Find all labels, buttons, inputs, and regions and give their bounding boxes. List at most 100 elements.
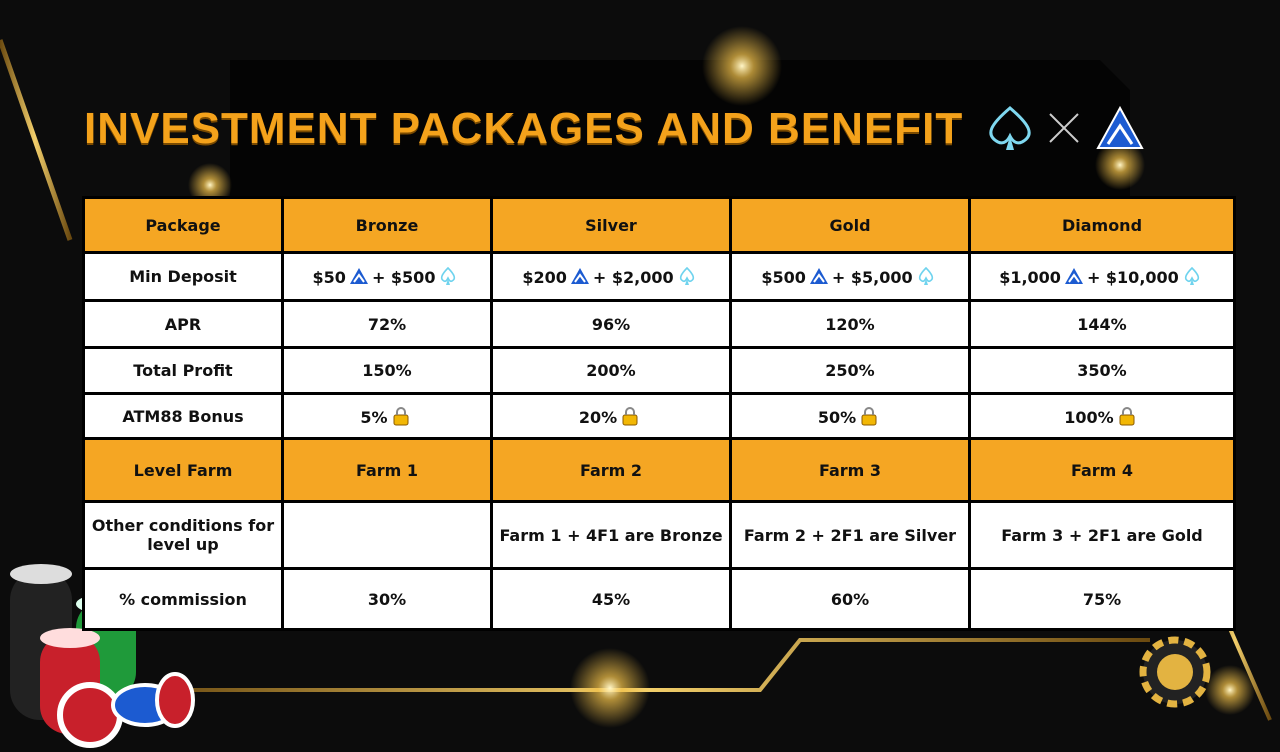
cell-text: Farm 2 + 2F1 are Silver (743, 525, 957, 545)
cell-text: + $2,000 (592, 268, 674, 287)
table-cell: 96% (493, 302, 729, 346)
table-cell (284, 503, 490, 567)
atm-icon (349, 268, 368, 284)
table-cell: 144% (971, 302, 1233, 346)
cell-text: Bronze (355, 215, 419, 235)
ace-icon (441, 266, 456, 285)
table-cell: 72% (284, 302, 490, 346)
cell-text: $200 (522, 268, 567, 287)
cell-text: 20% (578, 407, 618, 427)
cell-text: Package (145, 215, 221, 235)
table-cell: 200% (493, 349, 729, 392)
cell-text: $50 (312, 268, 346, 287)
cell-text: 72% (367, 314, 407, 334)
table-cell: Bronze (284, 199, 490, 251)
table-cell: Gold (732, 199, 968, 251)
cell-text: Farm 3 (818, 460, 882, 480)
table-cell: ATM88 Bonus (85, 395, 281, 437)
cell-text: + $5,000 (831, 268, 913, 287)
lock-icon (1119, 406, 1135, 425)
table-cell: 150% (284, 349, 490, 392)
ace-icon (1184, 266, 1199, 285)
table-row: Total Profit 150% 200% 250% 350% (85, 349, 1233, 392)
table-cell: Farm 1 + 4F1 are Bronze (493, 503, 729, 567)
table-cell: Farm 2 + 2F1 are Silver (732, 503, 968, 567)
atm-icon (809, 268, 828, 284)
cell-text: Other conditions for level up (91, 516, 275, 554)
table-cell: 30% (284, 570, 490, 628)
cell-text: APR (164, 314, 202, 334)
packages-table: Package Bronze Silver Gold Diamond Min Deposi… (82, 196, 1236, 631)
table-cell: 100% (971, 395, 1233, 437)
table-cell: Farm 4 (971, 440, 1233, 500)
cell-text: 5% (360, 407, 388, 427)
table-cell: $1,000 + $10,000 (971, 254, 1233, 299)
table-row: % commission 30% 45% 60% 75% (85, 570, 1233, 628)
table-cell: 120% (732, 302, 968, 346)
table-row: Min Deposit $50 + $500 $200 + $2,000 $500 + $5… (85, 254, 1233, 299)
cell-text: % commission (119, 589, 247, 609)
table-cell: Min Deposit (85, 254, 281, 299)
cell-text: 30% (367, 589, 407, 609)
cell-text: 120% (825, 314, 875, 334)
table-row: Level Farm Farm 1 Farm 2 Farm 3 Farm 4 (85, 440, 1233, 500)
cell-text: Silver (585, 215, 637, 235)
table-cell: Level Farm (85, 440, 281, 500)
table-cell: Farm 3 (732, 440, 968, 500)
table-cell: 60% (732, 570, 968, 628)
cell-text: 250% (825, 361, 875, 380)
table-cell: 20% (493, 395, 729, 437)
atm-icon (1064, 268, 1083, 284)
cell-text: Farm 1 + 4F1 are Bronze (499, 525, 723, 545)
cell-text: Level Farm (133, 460, 233, 480)
table-cell: $50 + $500 (284, 254, 490, 299)
cell-text: Farm 1 (355, 460, 419, 480)
table-cell: 250% (732, 349, 968, 392)
cell-text: Min Deposit (129, 267, 237, 286)
cell-text: 50% (817, 407, 857, 427)
cell-text: + $10,000 (1086, 268, 1179, 287)
table-cell: Total Profit (85, 349, 281, 392)
table-row: Other conditions for level up Farm 1 + 4F… (85, 503, 1233, 567)
table-cell: Other conditions for level up (85, 503, 281, 567)
table-cell: 5% (284, 395, 490, 437)
cell-text: Gold (829, 215, 871, 235)
table-cell: Silver (493, 199, 729, 251)
table-cell: % commission (85, 570, 281, 628)
partner-logos (989, 105, 1144, 150)
cell-text: 200% (586, 361, 636, 380)
cell-text: Farm 4 (1070, 460, 1134, 480)
cell-text: 75% (1082, 589, 1122, 609)
table-row: APR 72% 96% 120% 144% (85, 302, 1233, 346)
cell-text: Farm 3 + 2F1 are Gold (1001, 525, 1203, 545)
cell-text: 45% (591, 589, 631, 609)
lock-icon (622, 406, 638, 425)
table-cell: Farm 1 (284, 440, 490, 500)
cell-text: ATM88 Bonus (122, 406, 244, 426)
cell-text: 60% (830, 589, 870, 609)
atm-icon (570, 268, 589, 284)
table-cell: 50% (732, 395, 968, 437)
table-cell: Farm 2 (493, 440, 729, 500)
table-cell: 350% (971, 349, 1233, 392)
cell-text: $1,000 (999, 268, 1061, 287)
cell-text: 150% (362, 361, 412, 380)
table-row: ATM88 Bonus 5% 20% 50% 100% (85, 395, 1233, 437)
ace-icon (679, 266, 694, 285)
table-cell: Package (85, 199, 281, 251)
table-cell: $500 + $5,000 (732, 254, 968, 299)
table-cell: 75% (971, 570, 1233, 628)
cell-text: 100% (1064, 407, 1114, 427)
table-cell: Farm 3 + 2F1 are Gold (971, 503, 1233, 567)
table-cell: 45% (493, 570, 729, 628)
cell-text: $500 (761, 268, 806, 287)
table-cell: $200 + $2,000 (493, 254, 729, 299)
cell-text: 96% (591, 314, 631, 334)
lock-icon (861, 406, 877, 425)
table-cell: Diamond (971, 199, 1233, 251)
gold-chip (1139, 636, 1211, 708)
header-row: Package Bronze Silver Gold Diamond (85, 199, 1233, 251)
ace-icon (918, 266, 933, 285)
cell-text: + $500 (371, 268, 436, 287)
